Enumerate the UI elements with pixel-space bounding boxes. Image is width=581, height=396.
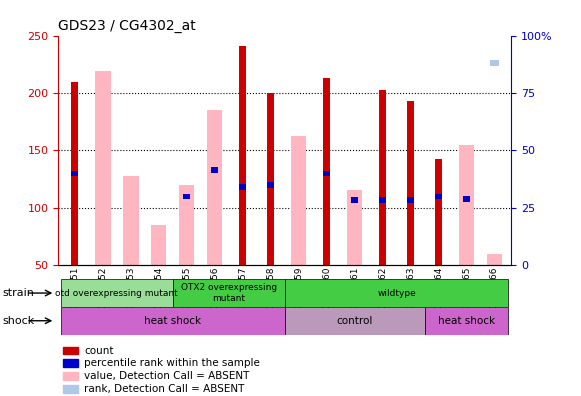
Bar	[63, 385, 78, 393]
Bar	[407, 197, 414, 203]
Bar	[267, 93, 274, 265]
Bar	[179, 185, 195, 265]
Bar	[99, 0, 107, 4]
Bar	[462, 14, 471, 20]
Text: rank, Detection Call = ABSENT: rank, Detection Call = ABSENT	[84, 385, 245, 394]
Text: value, Detection Call = ABSENT: value, Detection Call = ABSENT	[84, 371, 250, 381]
Bar	[63, 346, 78, 354]
Bar	[123, 176, 138, 265]
Bar	[435, 194, 442, 199]
Text: strain: strain	[3, 288, 35, 298]
Bar	[239, 46, 246, 265]
Text: control: control	[336, 316, 373, 326]
Bar	[173, 279, 285, 307]
Bar	[239, 185, 246, 190]
Bar	[95, 71, 110, 265]
Text: heat shock: heat shock	[438, 316, 495, 326]
Bar	[350, 14, 359, 20]
Bar	[267, 182, 274, 188]
Bar	[63, 359, 78, 367]
Text: GDS23 / CG4302_at: GDS23 / CG4302_at	[58, 19, 196, 33]
Bar	[323, 78, 330, 265]
Bar	[184, 194, 190, 199]
Bar	[425, 307, 508, 335]
Bar	[285, 307, 425, 335]
Bar	[379, 197, 386, 203]
Bar	[61, 307, 285, 335]
Bar	[182, 3, 191, 9]
Bar	[211, 167, 218, 173]
Text: otd overexpressing mutant: otd overexpressing mutant	[55, 289, 178, 297]
Bar	[407, 101, 414, 265]
Bar	[435, 158, 442, 265]
Bar	[490, 60, 498, 66]
Bar	[351, 197, 358, 203]
Bar	[151, 225, 167, 265]
Bar	[71, 171, 78, 176]
Text: heat shock: heat shock	[144, 316, 202, 326]
Bar	[379, 89, 386, 265]
Text: shock: shock	[3, 316, 35, 326]
Bar	[323, 171, 330, 176]
Bar	[347, 190, 363, 265]
Bar	[291, 135, 306, 265]
Bar	[295, 17, 303, 23]
Bar	[463, 196, 470, 202]
Text: OTX2 overexpressing
mutant: OTX2 overexpressing mutant	[181, 284, 277, 303]
Bar	[487, 254, 502, 265]
Bar	[285, 279, 508, 307]
Text: percentile rank within the sample: percentile rank within the sample	[84, 358, 260, 368]
Bar	[63, 372, 78, 380]
Bar	[207, 110, 223, 265]
Bar	[459, 145, 474, 265]
Text: count: count	[84, 346, 114, 356]
Text: wildtype: wildtype	[377, 289, 416, 297]
Bar	[61, 279, 173, 307]
Bar	[71, 82, 78, 265]
